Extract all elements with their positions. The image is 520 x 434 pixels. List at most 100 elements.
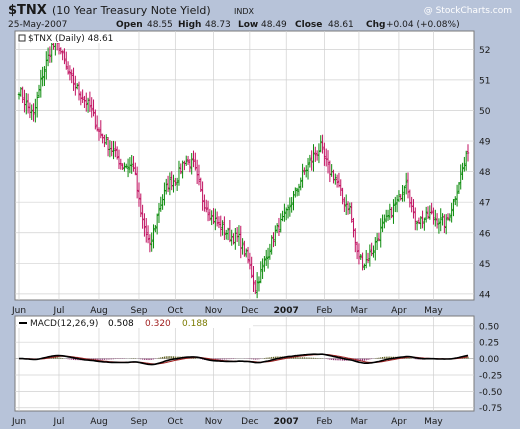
ohlc-bar (208, 208, 212, 221)
ohlc-bar (154, 224, 157, 233)
ohlc-bar (312, 144, 315, 172)
macd-panel: 0.50 0.25 0.00 -0.25 -0.50 -0.75 MACD(12,26,9… (14, 315, 503, 414)
x-tick-label: Jul (53, 306, 65, 316)
ohlc-bar (179, 163, 182, 175)
ohlc-bar (463, 156, 466, 172)
ohlc-bar (141, 204, 144, 229)
ohlc-bar (270, 235, 273, 255)
ohlc-bar (339, 179, 342, 196)
ohlc-bar (228, 220, 232, 243)
symbol-name: (10 Year Treasury Note Yield) (52, 4, 211, 17)
ohlc-bar (394, 196, 397, 213)
macd-legend: MACD(12,26,9) 0.508 0.320 0.188 (19, 319, 208, 329)
ohlc-bar (383, 214, 386, 229)
ohlc-bar (132, 156, 135, 172)
price-y-axis: 44 45 46 47 48 49 50 51 52 (479, 46, 491, 301)
ohlc-bar (95, 115, 99, 132)
ohlc-bar (185, 155, 188, 166)
macd-legend-bg (17, 317, 253, 328)
ohlc-bar (272, 232, 275, 248)
ohlc-bar (90, 97, 93, 118)
ohlc-bar (426, 206, 430, 220)
ohlc-bar (26, 93, 30, 114)
ohlc-bar (466, 144, 470, 162)
ohlc-bar (25, 93, 28, 115)
ohlc-bar (446, 213, 450, 221)
ohlc-bar (99, 120, 103, 139)
macd-x-tick-label: Aug (90, 417, 108, 427)
macd-x-tick-label: Sep (130, 417, 147, 427)
ohlc-bar (294, 187, 297, 198)
ohlc-bar (430, 202, 433, 215)
ohlc-bar (70, 69, 73, 84)
x-tick-label: Mar (350, 306, 367, 316)
ohlc-bar (94, 109, 97, 130)
ohlc-bar (168, 172, 172, 196)
macd-x-axis: Jun Jul Aug Sep Oct Nov Dec 2007 Feb Mar Apr May (11, 417, 443, 427)
ohlc-bar (230, 229, 233, 246)
close-value: 48.61 (328, 20, 354, 30)
low-label: Low (238, 20, 258, 30)
ohlc-bar (368, 244, 372, 267)
ohlc-bar (457, 182, 461, 194)
ohlc-legend-icon (18, 34, 26, 42)
ohlc-bar (143, 213, 146, 237)
ohlc-bar (43, 66, 46, 86)
ohlc-bar (381, 214, 384, 233)
ohlc-bar (97, 127, 101, 141)
ohlc-bar (246, 246, 250, 264)
macd-x-tick-label: May (424, 417, 443, 427)
ohlc-bar (374, 237, 377, 261)
ohlc-bar (250, 256, 253, 279)
macd-y-axis: 0.50 0.25 0.00 -0.25 -0.50 -0.75 (479, 322, 503, 414)
ohlc-bar (265, 249, 268, 266)
macd-x-tick-label: Apr (391, 417, 407, 427)
ohlc-bar (259, 261, 262, 284)
ohlc-bar (199, 177, 202, 193)
x-tick-label: 2007 (274, 306, 299, 316)
ohlc-bar (139, 193, 142, 218)
ohlc-bar (135, 166, 139, 199)
ohlc-bar (268, 243, 272, 260)
ohlc-bar (146, 225, 150, 244)
ohlc-bar (35, 91, 39, 118)
price-plot-area (14, 30, 475, 301)
ohlc-bar (377, 232, 381, 242)
price-y-tick-label: 47 (479, 199, 490, 209)
ohlc-bar (454, 196, 457, 206)
x-tick-label: Sep (130, 306, 147, 316)
ohlc-bar (310, 150, 313, 171)
macd-y-tick-label: -0.25 (479, 371, 502, 381)
ohlc-bar (421, 210, 424, 229)
ohlc-bar (255, 272, 259, 299)
ohlc-bar (275, 223, 279, 234)
price-bars (17, 36, 470, 299)
ohlc-bar (48, 46, 52, 63)
ohlc-bar (355, 241, 359, 260)
ohlc-bar (432, 207, 435, 225)
ohlc-bar (346, 201, 350, 215)
ohlc-bar (274, 225, 277, 247)
ohlc-bar (241, 238, 244, 255)
x-tick-label: Feb (316, 306, 332, 316)
price-legend: $TNX (Daily) 48.61 (18, 34, 113, 44)
ohlc-bar (335, 174, 339, 188)
ohlc-bar (166, 175, 170, 193)
ohlc-bar (352, 217, 355, 238)
ohlc-bar (177, 160, 181, 186)
ohlc-bar (321, 134, 324, 154)
ohlc-bar (37, 84, 41, 98)
ohlc-bar (254, 280, 257, 294)
ohlc-bar (448, 213, 452, 222)
price-y-tick-label: 48 (479, 168, 491, 178)
ohlc-bar (112, 140, 115, 160)
ohlc-bar (201, 181, 204, 211)
ohlc-bar (348, 202, 352, 215)
ohlc-bar (155, 213, 159, 235)
ohlc-bar (105, 134, 108, 145)
x-tick-label: Nov (205, 306, 223, 316)
macd-value: 0.508 (108, 319, 134, 329)
ohlc-bar (286, 204, 290, 219)
ohlc-bar (308, 154, 312, 168)
